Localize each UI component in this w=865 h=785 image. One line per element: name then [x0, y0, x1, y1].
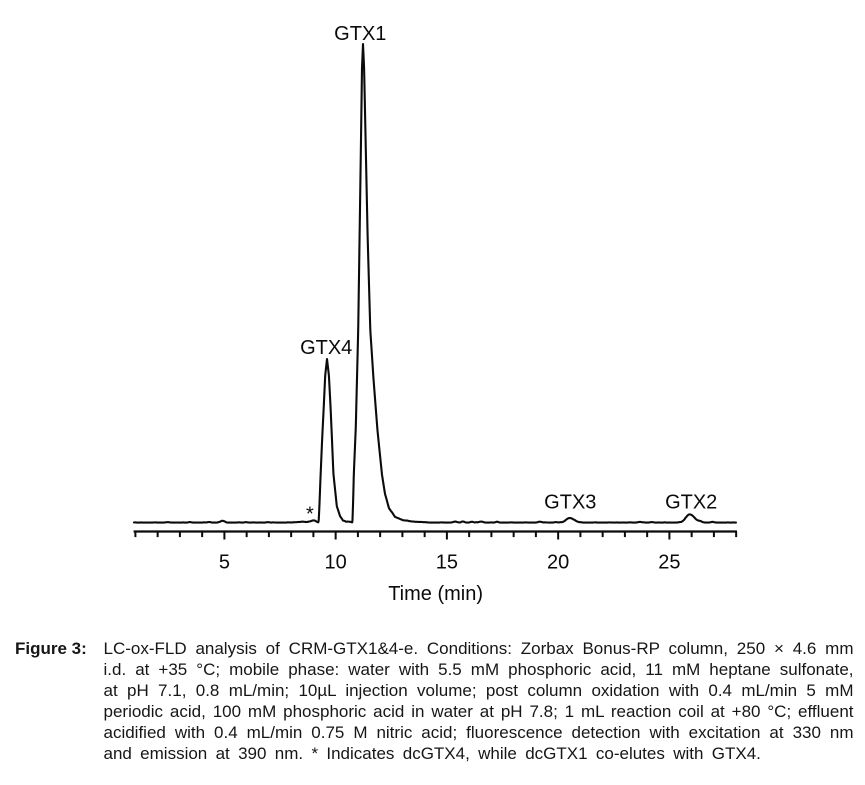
svg-text:Time (min): Time (min): [388, 583, 483, 605]
svg-text:GTX4: GTX4: [300, 337, 352, 359]
svg-text:GTX3: GTX3: [544, 491, 596, 513]
svg-text:*: *: [306, 503, 314, 525]
svg-text:15: 15: [436, 551, 458, 573]
svg-text:10: 10: [325, 551, 347, 573]
svg-text:GTX2: GTX2: [665, 491, 717, 513]
svg-text:5: 5: [219, 551, 230, 573]
svg-text:25: 25: [658, 551, 680, 573]
svg-text:GTX1: GTX1: [334, 23, 386, 45]
svg-text:20: 20: [547, 551, 569, 573]
